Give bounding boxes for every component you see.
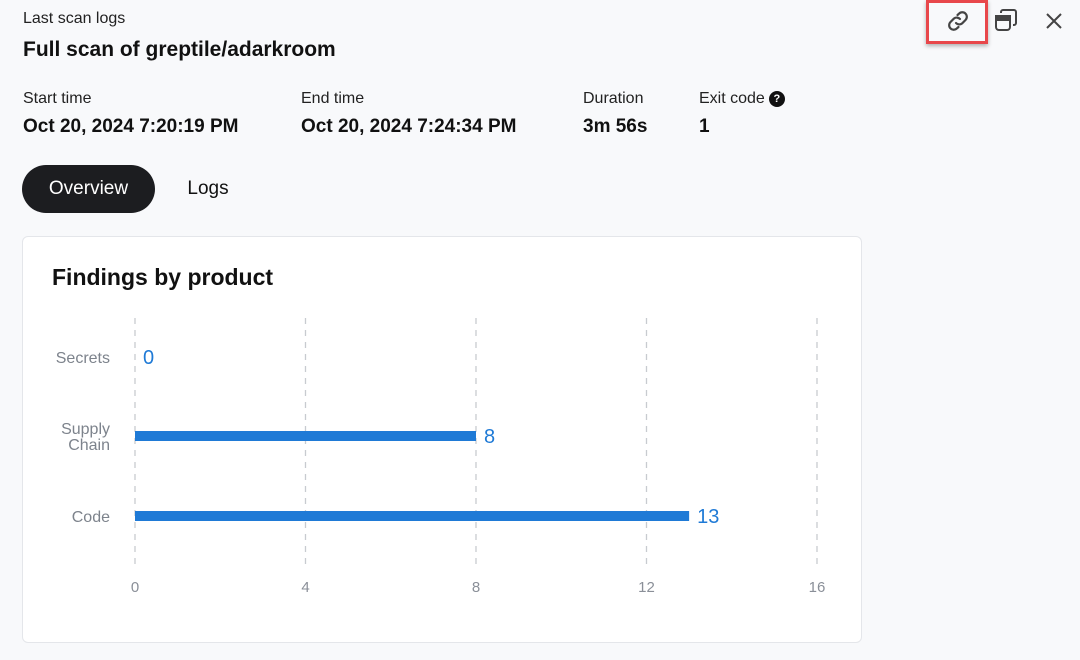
- help-icon[interactable]: ?: [768, 91, 785, 107]
- x-tick-label: 16: [809, 579, 826, 596]
- findings-card: Findings by product: [22, 236, 862, 643]
- x-tick-label: 0: [131, 579, 139, 596]
- start-value: Oct 20, 2024 7:20:19 PM: [23, 116, 239, 137]
- bar: [135, 511, 690, 521]
- card-title: Findings by product: [52, 264, 274, 290]
- tab-logs[interactable]: Logs: [187, 178, 229, 199]
- end-value: Oct 20, 2024 7:24:34 PM: [301, 116, 517, 137]
- link-icon[interactable]: [943, 6, 973, 36]
- highlight-box: [926, 0, 988, 44]
- tab-overview[interactable]: Overview: [22, 165, 155, 213]
- page-title: Full scan of greptile/adarkroom: [23, 38, 336, 61]
- category-label: Supply: [61, 421, 110, 438]
- data-label: 8: [484, 426, 495, 448]
- subtitle: Last scan logs: [23, 10, 126, 27]
- start-label: Start time: [23, 90, 92, 107]
- category-label: Chain: [68, 437, 110, 454]
- x-tick-label: 8: [472, 579, 480, 596]
- x-tick-label: 4: [301, 579, 309, 596]
- close-icon[interactable]: [1039, 6, 1069, 36]
- duration-label: Duration: [583, 90, 644, 107]
- data-label: 13: [697, 506, 719, 528]
- bar: [135, 431, 476, 441]
- window-icon[interactable]: [991, 6, 1021, 36]
- category-label: Code: [72, 509, 110, 526]
- exit-value: 1: [699, 116, 710, 137]
- category-label: Secrets: [56, 350, 110, 367]
- x-tick-label: 12: [638, 579, 655, 596]
- data-label: 0: [143, 347, 154, 369]
- exit-label: Exit code: [699, 90, 765, 107]
- end-label: End time: [301, 90, 365, 107]
- duration-value: 3m 56s: [583, 116, 648, 137]
